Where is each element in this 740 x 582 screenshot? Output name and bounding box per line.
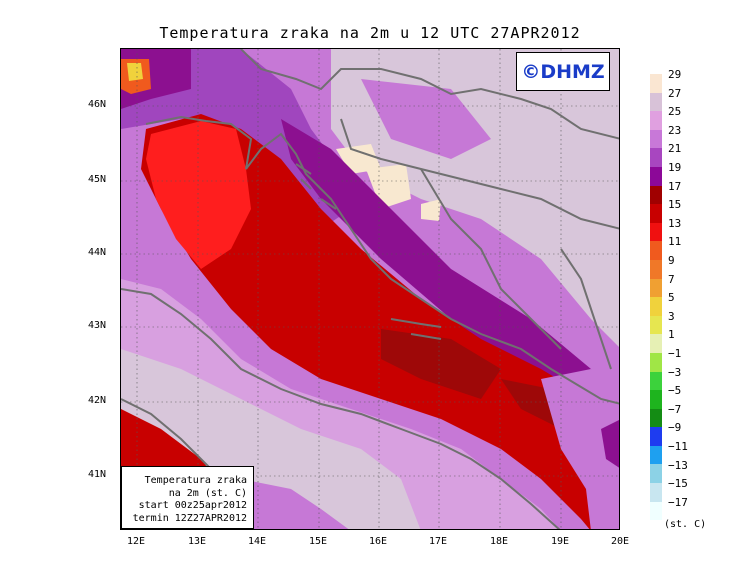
legend-units: (st. C) xyxy=(664,519,707,530)
legend-swatch xyxy=(650,241,662,260)
hot-core xyxy=(127,63,143,81)
slovenia-region xyxy=(361,79,491,159)
albania-dark xyxy=(601,420,619,468)
legend-label: 15 xyxy=(668,198,682,212)
legend-label: −3 xyxy=(668,365,682,379)
lon-label-15e: 15E xyxy=(308,536,328,547)
adriatic-sea xyxy=(141,114,619,529)
map-title: Temperatura zraka na 2m u 12 UTC 27APR20… xyxy=(159,24,581,42)
legend-swatch xyxy=(650,445,662,465)
legend-label: 5 xyxy=(668,291,675,305)
legend-label: 1 xyxy=(668,328,675,342)
color-legend xyxy=(650,74,662,521)
legend-label: −7 xyxy=(668,402,682,416)
lat-label-42n: 42N xyxy=(88,395,107,406)
legend-swatch xyxy=(650,185,662,205)
info-box: Temperatura zraka na 2m (st. C) start 00… xyxy=(121,466,254,529)
legend-label: −5 xyxy=(668,384,682,398)
gargano-region xyxy=(241,479,349,529)
temperature-map xyxy=(120,48,620,530)
legend-label: 3 xyxy=(668,309,675,323)
legend-swatch xyxy=(650,74,662,93)
legend-label: 17 xyxy=(668,179,682,193)
legend-swatch xyxy=(650,408,662,428)
legend-swatch xyxy=(650,222,662,242)
legend-label: 29 xyxy=(668,68,682,81)
legend-label: −11 xyxy=(668,440,688,453)
central-adriatic-deep xyxy=(381,329,501,399)
lon-label-18e: 18E xyxy=(489,536,509,547)
dhmz-logo: ©DHMZ xyxy=(516,52,610,91)
legend-swatch xyxy=(650,148,662,167)
grid-lines xyxy=(121,49,619,529)
lon-label-20e: 20E xyxy=(610,536,630,547)
legend-swatch xyxy=(650,390,662,409)
legend-swatch xyxy=(650,334,662,353)
coastlines xyxy=(121,49,619,529)
legend-swatch xyxy=(650,464,662,484)
lon-label-12e: 12E xyxy=(126,536,146,547)
lat-label-46n: 46N xyxy=(88,99,107,110)
legend-swatch xyxy=(650,259,662,279)
lon-label-13e: 13E xyxy=(187,536,207,547)
legend-label: −9 xyxy=(668,421,682,435)
legend-swatch xyxy=(650,204,662,223)
legend-swatch xyxy=(650,483,662,502)
legend-label: 9 xyxy=(668,254,675,267)
legend-swatch xyxy=(650,352,662,372)
legend-label: 13 xyxy=(668,216,682,230)
legend-swatch xyxy=(650,111,662,130)
coastal-dark-strip xyxy=(281,119,619,428)
legend-swatch xyxy=(650,501,662,521)
info-line-4: termin 12Z27APR2012 xyxy=(132,512,247,524)
legend-label: 25 xyxy=(668,105,682,119)
info-line-2: na 2m (st. C) xyxy=(168,487,247,499)
temperature-map-canvas xyxy=(121,49,619,529)
legend-label: −13 xyxy=(668,458,688,472)
legend-swatch xyxy=(650,371,662,391)
legend-swatch xyxy=(650,92,662,112)
legend-swatch xyxy=(650,278,662,298)
legend-swatch xyxy=(650,315,662,335)
lon-label-16e: 16E xyxy=(368,536,388,547)
legend-swatch xyxy=(650,166,662,186)
legend-label: 19 xyxy=(668,161,682,174)
legend-swatch xyxy=(650,297,662,316)
lat-label-44n: 44N xyxy=(88,247,107,258)
lon-label-19e: 19E xyxy=(550,536,570,547)
info-line-3: start 00z25apr2012 xyxy=(138,500,247,511)
legend-label: 11 xyxy=(668,235,682,249)
legend-swatch xyxy=(650,129,662,149)
albania-region xyxy=(541,369,619,529)
legend-label: −1 xyxy=(668,347,682,360)
lon-label-14e: 14E xyxy=(247,536,267,547)
lat-label-43n: 43N xyxy=(88,320,107,331)
legend-label: 23 xyxy=(668,123,682,137)
legend-label: 21 xyxy=(668,142,682,156)
north-adriatic-hot xyxy=(146,121,251,269)
info-line-1: Temperatura zraka xyxy=(144,475,247,486)
legend-label: −15 xyxy=(668,477,688,491)
legend-label: 27 xyxy=(668,86,682,100)
lon-label-17e: 17E xyxy=(428,536,448,547)
warm-patch-3 xyxy=(421,199,441,221)
legend-label: 7 xyxy=(668,272,675,286)
lat-label-41n: 41N xyxy=(88,469,107,480)
legend-label: −17 xyxy=(668,495,688,509)
legend-swatch xyxy=(650,427,662,446)
lat-label-45n: 45N xyxy=(88,174,107,185)
